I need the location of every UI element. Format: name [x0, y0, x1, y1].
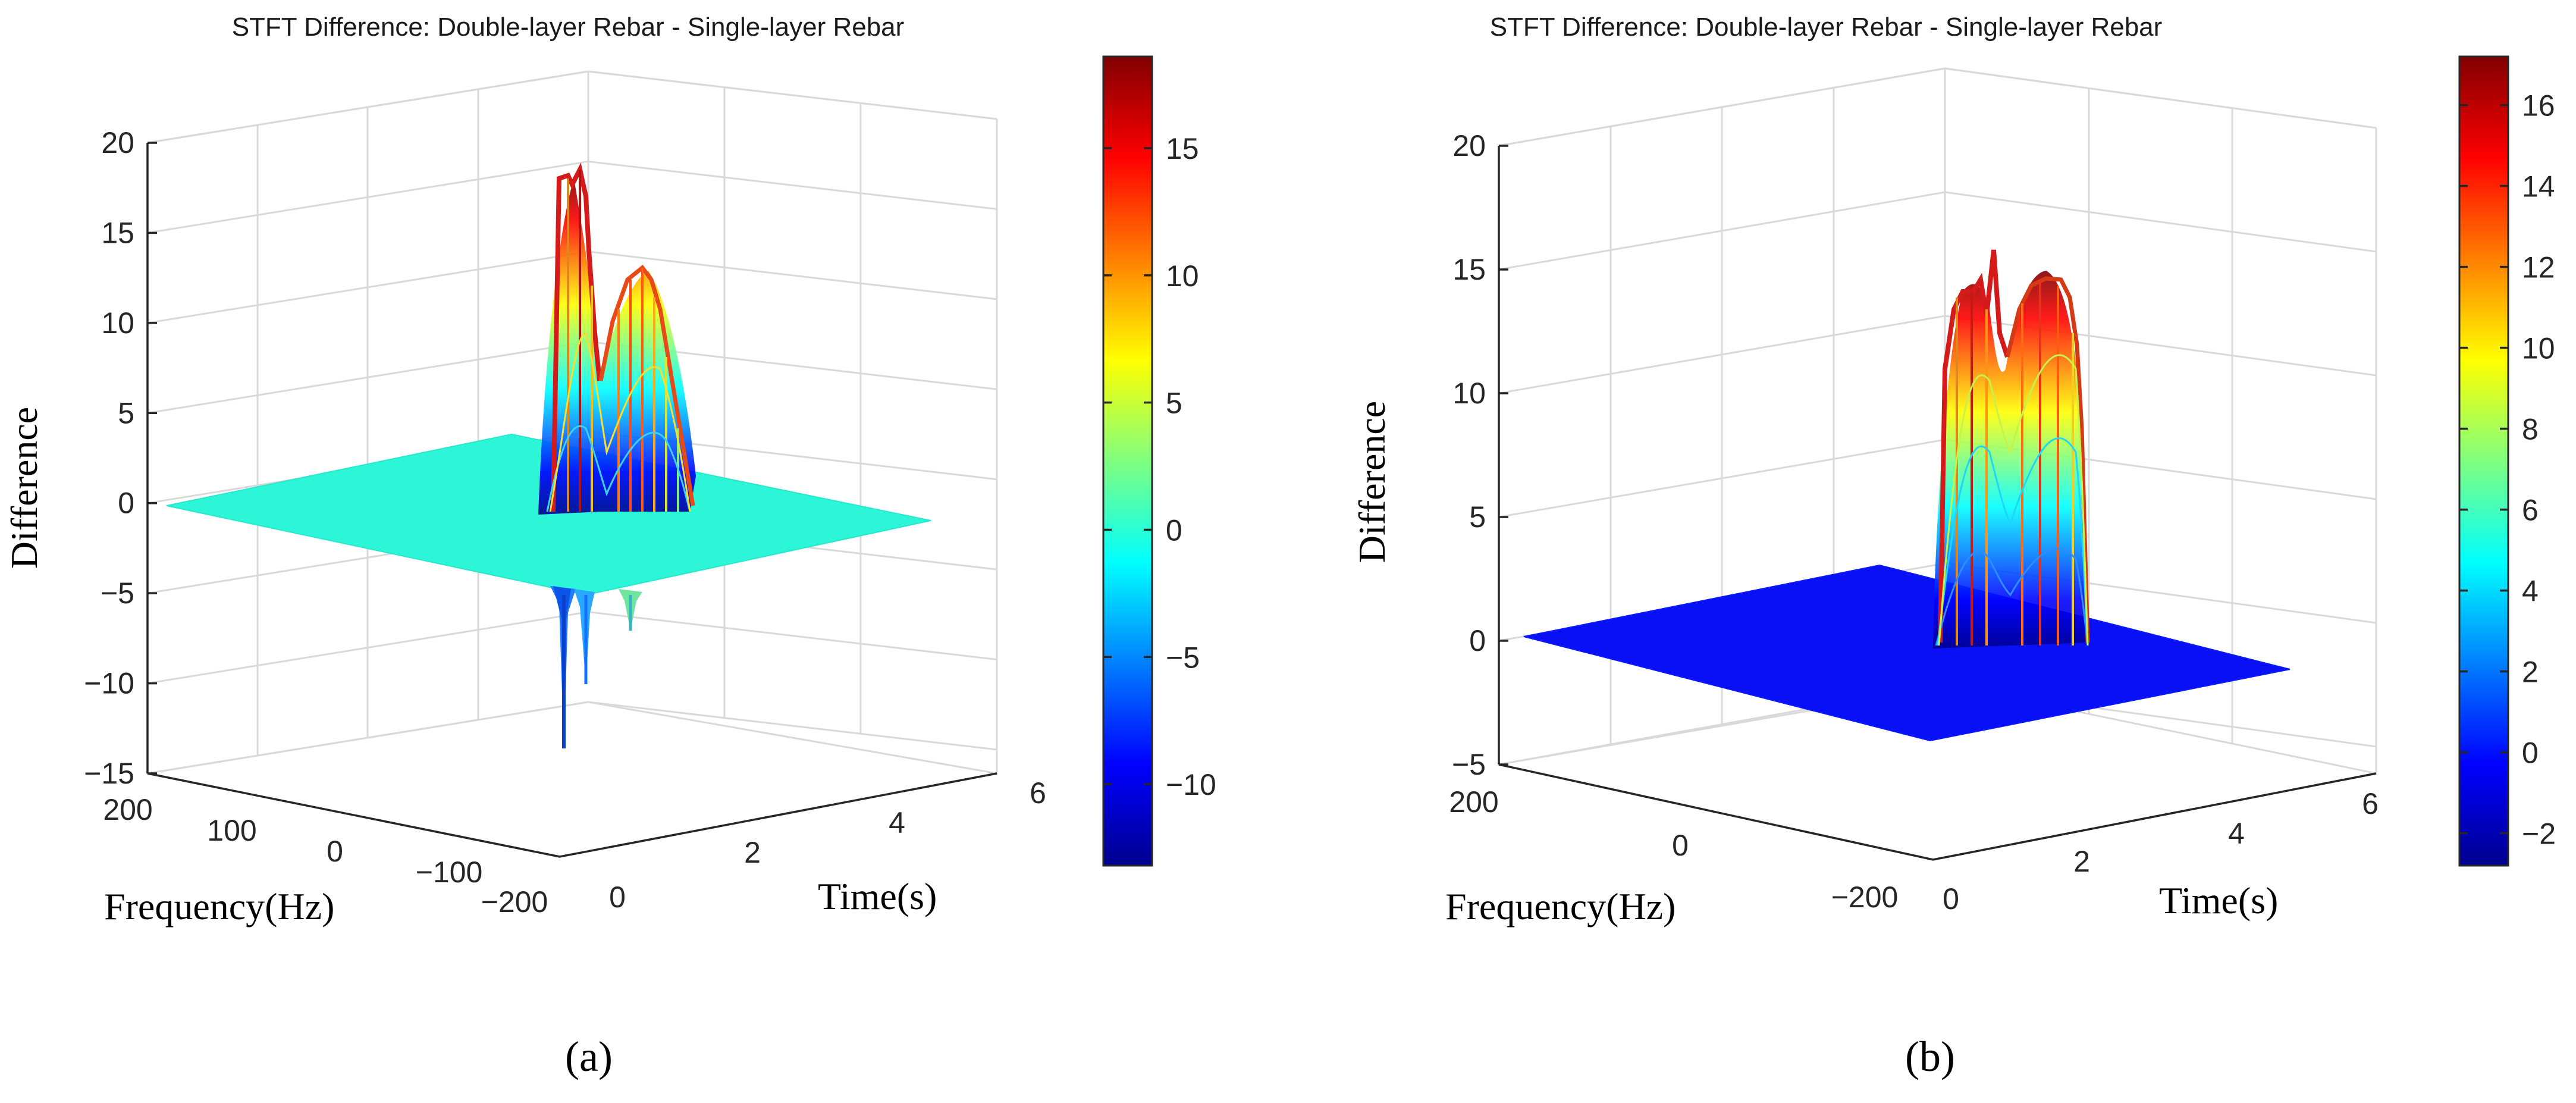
b-z-tick-2: 5: [1469, 500, 1486, 534]
x-tick-a-3: 6: [1030, 776, 1046, 810]
positive-peaks-b: [1933, 249, 2090, 648]
x-axis-label-b: Time(s): [2159, 879, 2278, 922]
a-z-tick-0: −15: [84, 757, 134, 790]
surface-plane-b: [1523, 564, 2291, 742]
b-z-tick-1: 0: [1469, 624, 1486, 657]
colorbar-a: −10 −5 0 5 10 15: [1102, 55, 1216, 867]
a-colorbar-tick-4: 10: [1166, 259, 1199, 293]
axes-box-b: [1498, 67, 2377, 861]
z-axis-a: −15 −10 −5 0 5 10 15 20: [84, 126, 157, 790]
b-colorbar-tick-6: 10: [2522, 332, 2555, 365]
negative-spikes-a: [550, 586, 642, 748]
a-z-tick-1: −10: [84, 667, 134, 700]
b-z-tick-0: −5: [1452, 748, 1486, 781]
y-tick-a-3: −100: [416, 856, 483, 889]
x-tick-b-1: 2: [2073, 845, 2090, 878]
b-colorbar-tick-9: 16: [2522, 89, 2555, 123]
y-tick-a-0: 200: [103, 793, 152, 826]
b-colorbar-tick-1: 0: [2522, 737, 2539, 770]
panel-caption-a: (a): [565, 1033, 613, 1080]
a-colorbar-tick-0: −10: [1166, 768, 1216, 801]
b-colorbar-tick-2: 2: [2522, 656, 2539, 689]
y-tick-b-0: 200: [1449, 785, 1498, 819]
y-tick-b-1: 0: [1672, 829, 1689, 862]
y-axis-a: 200 100 0 −100 −200: [103, 793, 548, 919]
a-colorbar-tick-3: 5: [1166, 387, 1182, 420]
b-colorbar-tick-0: −2: [2522, 817, 2556, 851]
a-colorbar-tick-2: 0: [1166, 513, 1182, 547]
a-z-tick-3: 0: [118, 487, 134, 520]
a-colorbar-tick-5: 15: [1166, 132, 1199, 165]
x-tick-a-0: 0: [609, 880, 626, 914]
a-z-tick-2: −5: [101, 576, 134, 610]
b-colorbar-tick-5: 8: [2522, 413, 2539, 446]
chart-title-b: STFT Difference: Double-layer Rebar - Si…: [1490, 12, 2163, 42]
y-axis-b: 200 0 −200: [1449, 785, 1898, 914]
y-tick-b-2: −200: [1831, 880, 1899, 914]
b-z-tick-4: 15: [1452, 253, 1486, 286]
x-tick-b-0: 0: [1943, 882, 1959, 916]
a-z-tick-6: 15: [101, 216, 134, 249]
colorbar-bar-b: [2458, 55, 2509, 867]
x-axis-a: 0 2 4 6: [609, 776, 1046, 914]
panel-caption-b: (b): [1905, 1033, 1955, 1080]
z-axis-label-a: Difference: [3, 407, 45, 569]
colorbar-bar-a: [1102, 55, 1153, 867]
z-axis-b: −5 0 5 10 15 20: [1452, 129, 1508, 781]
y-axis-label-a: Frequency(Hz): [104, 885, 334, 927]
z-axis-label-b: Difference: [1351, 401, 1393, 563]
a-z-tick-7: 20: [101, 126, 134, 159]
colorbar-b: −2 0 2 4 6 8 10 12 14 16: [2458, 55, 2556, 867]
x-axis-b: 0 2 4 6: [1943, 787, 2379, 916]
chart-panel-b: STFT Difference: Double-layer Rebar - Si…: [1351, 12, 2556, 1080]
b-colorbar-tick-3: 4: [2522, 575, 2539, 608]
b-colorbar-tick-4: 6: [2522, 494, 2539, 527]
x-tick-b-3: 6: [2362, 787, 2379, 820]
b-colorbar-tick-8: 14: [2522, 170, 2555, 203]
surface-plane-a: [166, 433, 931, 596]
y-tick-a-1: 100: [207, 814, 256, 847]
x-tick-a-2: 4: [889, 806, 905, 839]
a-colorbar-tick-1: −5: [1166, 641, 1200, 674]
x-tick-b-2: 4: [2228, 817, 2245, 850]
chart-panel-a: STFT Difference: Double-layer Rebar - Si…: [3, 12, 1216, 1080]
y-tick-a-4: −200: [481, 885, 548, 919]
b-z-tick-3: 10: [1452, 377, 1486, 410]
x-tick-a-1: 2: [744, 836, 761, 869]
y-axis-label-b: Frequency(Hz): [1445, 885, 1676, 927]
y-tick-a-2: 0: [327, 835, 343, 868]
b-colorbar-tick-7: 12: [2522, 251, 2555, 284]
b-z-tick-5: 20: [1452, 129, 1486, 162]
a-z-tick-5: 10: [101, 306, 134, 340]
a-z-tick-4: 5: [118, 396, 134, 430]
positive-peaks-a: [538, 162, 696, 515]
x-axis-label-a: Time(s): [818, 875, 937, 917]
chart-title-a: STFT Difference: Double-layer Rebar - Si…: [232, 12, 905, 42]
